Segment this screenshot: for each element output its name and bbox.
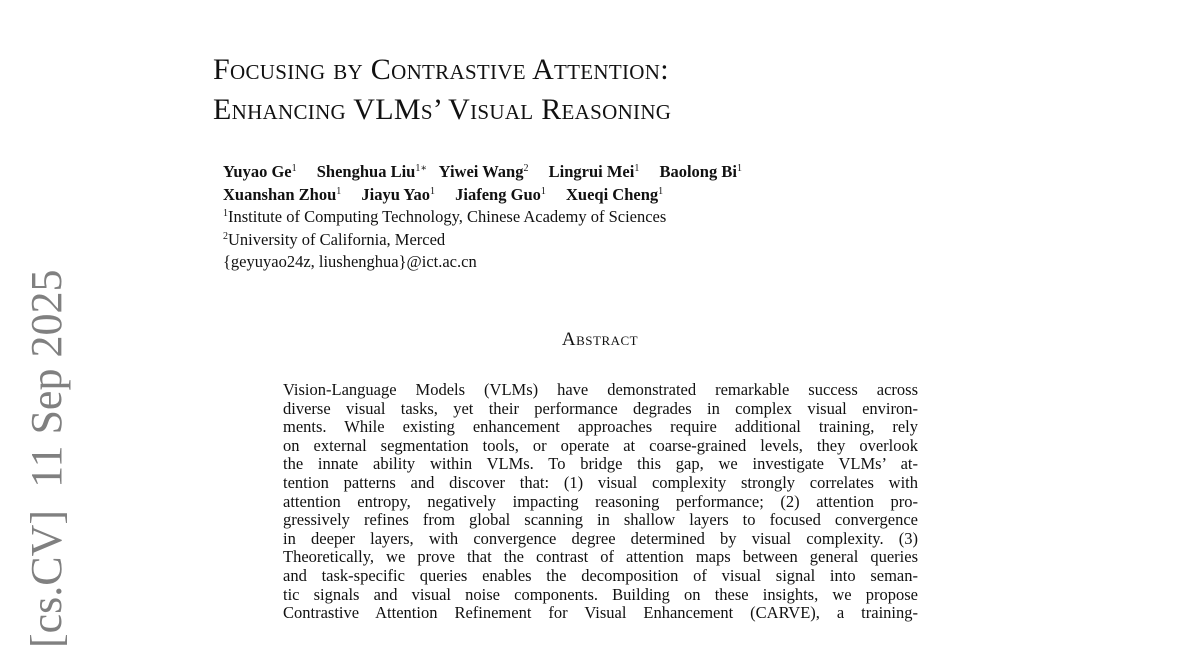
abstract-line: in deeper layers, with convergence degre… xyxy=(283,529,918,548)
abstract-line: gressively refines from global scanning … xyxy=(283,511,918,530)
author: Xueqi Cheng1 xyxy=(566,184,664,204)
abstract-body: Vision-Language Models (VLMs) have demon… xyxy=(283,381,918,623)
abstract-line: the innate ability within VLMs. To bridg… xyxy=(283,455,918,474)
author-block: Yuyao Ge1 Shenghua Liu1∗ Yiwei Wang2 Lin… xyxy=(223,161,742,274)
abstract-line: tention patterns and discover that: (1) … xyxy=(283,473,918,492)
abstract-line: and task-specific queries enables the de… xyxy=(283,566,918,585)
author: Yuyao Ge1 xyxy=(223,162,297,181)
author-line: Xuanshan Zhou1 Jiayu Yao1 Jiafeng Guo1 X… xyxy=(223,184,742,207)
abstract-line: diverse visual tasks, yet their performa… xyxy=(283,399,918,418)
author: Baolong Bi1 xyxy=(659,162,742,181)
affiliation: 1Institute of Computing Technology, Chin… xyxy=(223,207,667,226)
paper-title: Focusing by Contrastive Attention: Enhan… xyxy=(213,50,671,130)
abstract-line: tic signals and visual noise components.… xyxy=(283,585,918,604)
abstract-line: attention entropy, negatively impacting … xyxy=(283,492,918,511)
abstract-line: on external segmentation tools, or opera… xyxy=(283,436,918,455)
affiliation: 2University of California, Merced xyxy=(223,229,446,249)
author: Yiwei Wang2 xyxy=(438,162,529,181)
author: Shenghua Liu1∗ xyxy=(316,162,428,181)
title-line: Focusing by Contrastive Attention: xyxy=(213,53,669,86)
author: Jiafeng Guo1 xyxy=(455,184,546,204)
author: Xuanshan Zhou1 xyxy=(223,184,342,204)
author: Jiayu Yao1 xyxy=(361,184,436,204)
arxiv-stamp: [cs.CV] 11 Sep 2025 xyxy=(22,269,71,648)
author: Lingrui Mei1 xyxy=(548,162,640,181)
abstract-line: ments. While existing enhancement approa… xyxy=(283,418,918,437)
abstract-line: Theoretically, we prove that the contras… xyxy=(283,548,918,567)
abstract-heading: Abstract xyxy=(561,329,639,350)
title-line: Enhancing VLMs’ Visual Reasoning xyxy=(213,93,672,126)
abstract-line: Vision-Language Models (VLMs) have demon… xyxy=(283,381,918,399)
email: {geyuyao24z, liushenghua}@ict.ac.cn xyxy=(223,252,477,271)
abstract-line: Contrastive Attention Refinement for Vis… xyxy=(283,604,918,623)
author-line: Yuyao Ge1 Shenghua Liu1∗ Yiwei Wang2 Lin… xyxy=(223,161,742,184)
